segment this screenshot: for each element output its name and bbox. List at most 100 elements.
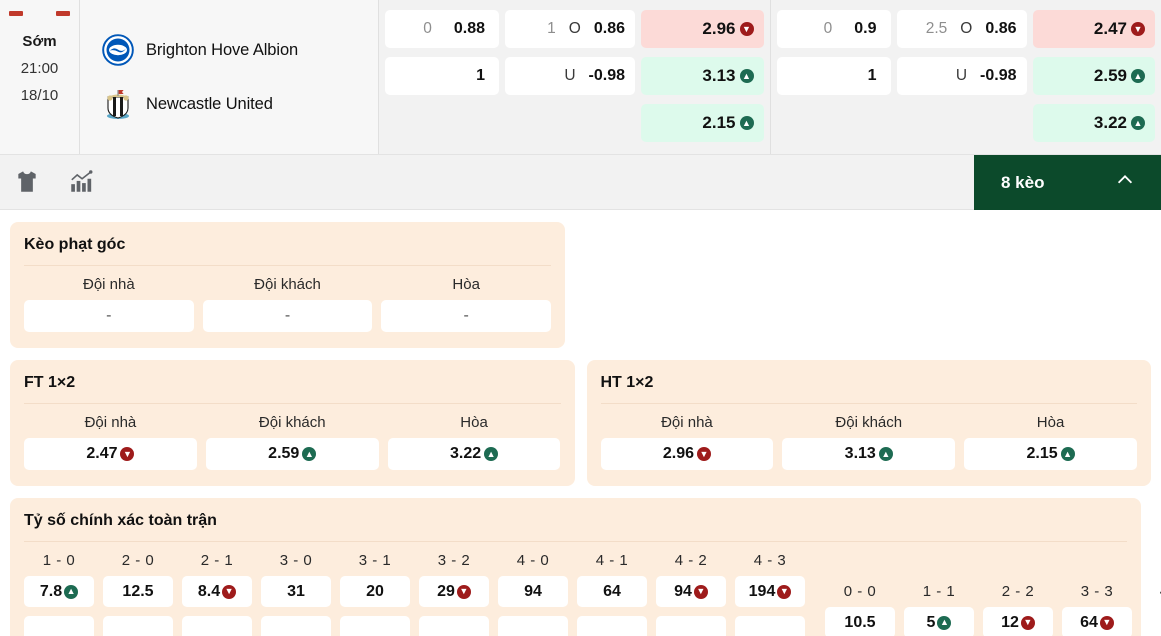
market-odd[interactable]: 3.22 ▲: [387, 438, 561, 470]
market-odd[interactable]: -: [202, 300, 373, 332]
odds-row: 0 0.9 2.5 O 0.86 2.47 ▼: [771, 10, 1161, 48]
correct-score-odd[interactable]: [498, 616, 568, 636]
correct-score-price: 64: [603, 582, 621, 600]
market-odd[interactable]: -: [381, 300, 552, 332]
odds-row: 1 U -0.98 2.59 ▲: [771, 57, 1161, 95]
correct-score-head: 2 - 2: [1001, 583, 1035, 600]
trend-down-icon: ▼: [1020, 615, 1035, 630]
one-x-two-price: 3.22: [1093, 113, 1127, 132]
correct-score-value-row: 10.55▲12▼64▼24937: [825, 607, 1161, 636]
market-odd[interactable]: 2.15 ▲: [964, 438, 1137, 470]
correct-score-odd[interactable]: 64 ▼: [1062, 607, 1132, 636]
handicap-price: 0.88: [453, 20, 485, 37]
over-under-cell[interactable]: U -0.98: [896, 57, 1027, 95]
correct-score-odd[interactable]: 29 ▼: [419, 576, 489, 607]
trend-up-icon: ▲: [64, 584, 79, 599]
market-value-row: - - -: [24, 300, 552, 332]
trend-down-icon: ▼: [1131, 22, 1145, 36]
market-value-row: 2.47 ▼ 2.59 ▲ 3.22 ▲: [24, 438, 561, 470]
handicap-cell[interactable]: 0 0.9: [776, 10, 891, 48]
market-head-row: Đội nhà Đội khách Hòa: [24, 414, 561, 431]
market-odd[interactable]: -: [24, 300, 194, 332]
over-under-cell[interactable]: 2.5 O 0.86: [896, 10, 1027, 48]
over-under-cell[interactable]: U -0.98: [505, 57, 635, 95]
correct-score-odd[interactable]: 7.8 ▲: [24, 576, 94, 607]
correct-score-head: 0 - 0: [843, 583, 877, 600]
correct-score-odd[interactable]: 5 ▲: [904, 607, 974, 636]
bets-count-button[interactable]: 8 kèo: [974, 155, 1161, 210]
one-x-two-cell[interactable]: 2.96 ▼: [641, 10, 764, 48]
correct-score-odd[interactable]: 64: [577, 576, 647, 607]
trend-up-icon: ▲: [1060, 447, 1075, 461]
one-x-two-cell[interactable]: 2.59 ▲: [1032, 57, 1155, 95]
market-odd[interactable]: 3.13 ▲: [782, 438, 956, 470]
correct-score-grid: 1 - 0 2 - 0 2 - 1 3 - 0 3 - 1 3 - 2 4 - 0 4 - 1…: [24, 552, 1161, 636]
correct-score-odd[interactable]: [735, 616, 805, 636]
ou-line: 2.5: [925, 20, 948, 37]
away-team-row[interactable]: Newcastle United: [102, 88, 378, 120]
market-odd[interactable]: 2.47 ▼: [24, 438, 197, 470]
over-under-cell-empty: [897, 104, 1027, 142]
correct-score-odd[interactable]: 249: [1141, 607, 1161, 636]
market-head: Đội khách: [835, 414, 903, 431]
match-status-label: Sớm: [22, 33, 57, 50]
correct-score-odd[interactable]: 12 ▼: [983, 607, 1053, 636]
odds-row: 3.22 ▲: [771, 104, 1161, 142]
ou-tag: U: [955, 67, 968, 84]
market-head: Đội nhà: [661, 414, 713, 431]
trend-up-icon: ▲: [302, 447, 317, 461]
correct-score-odd[interactable]: [340, 616, 410, 636]
market-odd[interactable]: 2.96 ▼: [600, 438, 774, 470]
correct-score-odd[interactable]: [656, 616, 726, 636]
handicap-cell[interactable]: 1: [385, 57, 499, 95]
handicap-cell[interactable]: 1: [776, 57, 891, 95]
chevron-up-icon: [1114, 169, 1136, 196]
correct-score-head-row: 1 - 0 2 - 0 2 - 1 3 - 0 3 - 1 3 - 2 4 - 0 4 - 1…: [24, 552, 805, 569]
match-toolbar: 8 kèo: [0, 155, 1161, 210]
score-placeholders: [0, 11, 79, 16]
correct-score-head: 4 - 0: [516, 552, 550, 569]
correct-score-price: 29: [437, 582, 455, 600]
trend-down-icon: ▼: [739, 22, 754, 36]
one-x-two-price: 2.59: [1093, 66, 1127, 85]
correct-score-head: 3 - 1: [358, 552, 392, 569]
trend-down-icon: ▼: [120, 447, 135, 461]
one-x-two-cell[interactable]: 2.15 ▲: [641, 104, 764, 142]
correct-score-odd[interactable]: [261, 616, 331, 636]
handicap-cell[interactable]: 0 0.88: [385, 10, 499, 48]
stats-chart-icon[interactable]: [64, 165, 98, 199]
correct-score-head: 4 - 3: [753, 552, 787, 569]
correct-score-odd[interactable]: 10.5: [825, 607, 895, 636]
market-odd-price: 3.13: [844, 445, 876, 462]
correct-score-odd[interactable]: 8.4 ▼: [182, 576, 252, 607]
correct-score-odd[interactable]: 20: [340, 576, 410, 607]
newcastle-crest-icon: [102, 88, 134, 120]
market-odd[interactable]: 2.59 ▲: [205, 438, 379, 470]
correct-score-odd[interactable]: 12.5: [103, 576, 173, 607]
correct-score-odd[interactable]: [419, 616, 489, 636]
one-x-two-cell[interactable]: 3.22 ▲: [1032, 104, 1155, 142]
correct-score-head: 4 - 2: [674, 552, 708, 569]
jersey-icon[interactable]: [10, 165, 44, 199]
market-odd-price: 2.96: [662, 445, 694, 462]
market-head: Hòa: [1036, 414, 1065, 431]
correct-score-odd[interactable]: [182, 616, 252, 636]
one-x-two-cell[interactable]: 3.13 ▲: [641, 57, 764, 95]
correct-score-odd[interactable]: [577, 616, 647, 636]
correct-score-price: 31: [287, 582, 305, 600]
one-x-two-cell[interactable]: 2.47 ▼: [1032, 10, 1155, 48]
correct-score-odd[interactable]: 94: [498, 576, 568, 607]
correct-score-odd[interactable]: 94 ▼: [656, 576, 726, 607]
odds-row: 0 0.88 1 O 0.86 2.96 ▼: [379, 10, 770, 48]
handicap-line: 0: [823, 20, 833, 37]
handicap-price: 0.9: [854, 20, 877, 37]
match-time: 21:00: [20, 60, 59, 77]
correct-score-odd[interactable]: 31: [261, 576, 331, 607]
correct-score-odd[interactable]: 194 ▼: [735, 576, 805, 607]
over-under-cell[interactable]: 1 O 0.86: [505, 10, 635, 48]
home-team-row[interactable]: Brighton Hove Albion: [102, 34, 378, 66]
correct-score-odd[interactable]: [103, 616, 173, 636]
correct-score-odd[interactable]: [24, 616, 94, 636]
markets-area: Kèo phạt góc Đội nhà Đội khách Hòa - - -…: [0, 210, 1161, 636]
one-x-two-cards: FT 1×2 Đội nhà Đội khách Hòa 2.47 ▼ 2.59…: [10, 360, 1151, 498]
